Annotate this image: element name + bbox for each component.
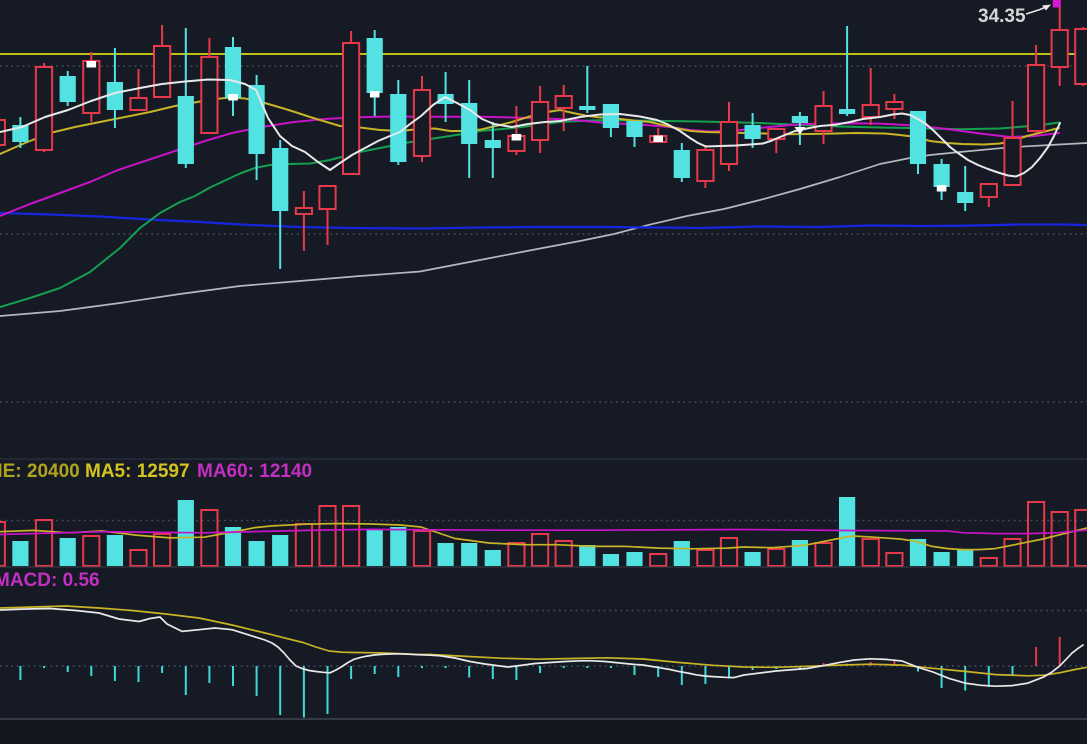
svg-text:MA60: 12140: MA60: 12140 xyxy=(197,461,312,482)
svg-text:34.35: 34.35 xyxy=(978,6,1026,27)
svg-text:MACD: 0.56: MACD: 0.56 xyxy=(0,570,100,591)
svg-text:MA5: 12597: MA5: 12597 xyxy=(85,461,190,482)
svg-text:VOLUME: 20400: VOLUME: 20400 xyxy=(0,461,80,482)
